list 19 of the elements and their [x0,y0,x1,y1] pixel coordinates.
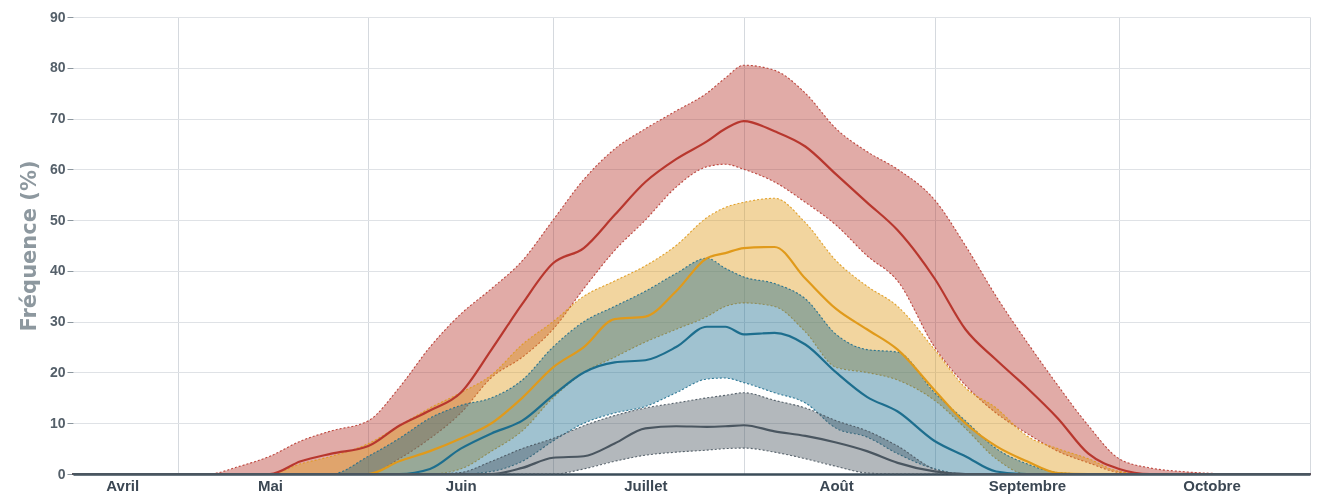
x-tick-label: Juin [445,476,477,494]
x-tick-label: Avril [106,476,140,494]
y-tick-label: 50 [49,211,66,228]
y-tick-label: 80 [49,59,66,76]
y-tick-label: 30 [49,313,66,330]
x-tick-label: Juillet [624,476,668,494]
x-tick-label: Mai [257,476,283,494]
y-tick-label: 60 [49,160,66,177]
y-tick-label: 0 [57,465,66,482]
y-tick-label: 40 [49,262,66,279]
y-tick-label: 90 [49,8,66,25]
y-tick-label: 20 [49,363,66,380]
x-tick-label: Octobre [1183,476,1241,494]
y-tick-label: 10 [49,414,66,431]
x-tick-label: Août [819,476,854,494]
line-series [71,424,1312,476]
y-tick-label: 70 [49,110,66,127]
y-axis-title: Fréquence (%) [16,160,41,332]
x-tick-label: Septembre [988,476,1067,494]
